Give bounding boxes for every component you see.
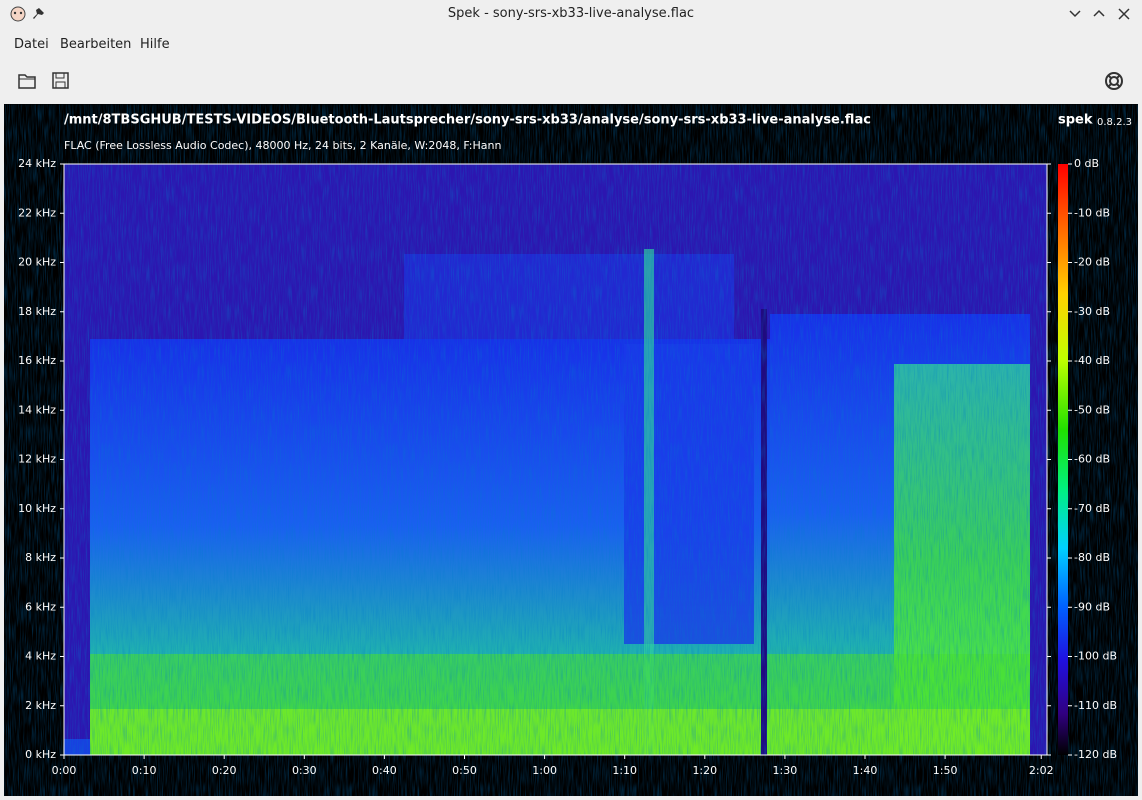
time-label: 0:10 xyxy=(132,764,157,777)
time-label: 1:20 xyxy=(692,764,717,777)
level-label: -30 dB xyxy=(1074,305,1110,318)
time-label: 0:40 xyxy=(372,764,397,777)
time-label: 1:10 xyxy=(612,764,637,777)
frequency-label: 22 kHz xyxy=(18,206,56,219)
window-icons xyxy=(10,6,44,22)
file-info: FLAC (Free Lossless Audio Codec), 48000 … xyxy=(64,139,501,152)
frequency-label: 6 kHz xyxy=(25,600,56,613)
level-label: -10 dB xyxy=(1074,206,1110,219)
frequency-label: 0 kHz xyxy=(25,748,56,761)
toolbar xyxy=(0,60,1142,102)
menu-item[interactable]: Hilfe xyxy=(140,37,170,52)
level-label: -60 dB xyxy=(1074,453,1110,466)
help-button[interactable] xyxy=(1104,71,1124,91)
menu-bar: Datei Bearbeiten Hilfe xyxy=(0,30,1142,58)
level-label: -20 dB xyxy=(1074,256,1110,269)
level-label: 0 dB xyxy=(1074,157,1099,170)
level-label: -80 dB xyxy=(1074,551,1110,564)
frequency-label: 18 kHz xyxy=(18,305,56,318)
frequency-label: 8 kHz xyxy=(25,551,56,564)
level-label: -40 dB xyxy=(1074,354,1110,367)
frequency-label: 10 kHz xyxy=(18,502,56,515)
color-scale xyxy=(1058,164,1068,755)
level-label: -50 dB xyxy=(1074,403,1110,416)
time-label: 1:40 xyxy=(853,764,878,777)
frequency-label: 20 kHz xyxy=(18,256,56,269)
time-label: 1:50 xyxy=(933,764,958,777)
time-label: 0:00 xyxy=(52,764,77,777)
frequency-label: 12 kHz xyxy=(18,453,56,466)
app-name: spek xyxy=(1058,113,1093,128)
menu-item[interactable]: Bearbeiten xyxy=(60,37,132,52)
frequency-label: 16 kHz xyxy=(18,354,56,367)
spectrogram-panel: /mnt/8TBSGHUB/TESTS-VIDEOS/Bluetooth-Lau… xyxy=(4,104,1138,796)
app-version: 0.8.2.3 xyxy=(1097,117,1132,128)
save-button[interactable] xyxy=(52,72,70,90)
frequency-label: 2 kHz xyxy=(25,699,56,712)
time-label: 0:30 xyxy=(292,764,317,777)
level-label: -90 dB xyxy=(1074,600,1110,613)
time-label: 1:00 xyxy=(532,764,557,777)
time-label: 2:02 xyxy=(1029,764,1054,777)
window-title: Spek - sony-srs-xb33-live-analyse.flac xyxy=(447,6,695,21)
frequency-label: 4 kHz xyxy=(25,650,56,663)
spectrogram xyxy=(63,163,1048,756)
time-label: 1:30 xyxy=(773,764,798,777)
time-label: 0:50 xyxy=(452,764,477,777)
level-label: -110 dB xyxy=(1074,699,1117,712)
menu-item[interactable]: Datei xyxy=(14,37,49,52)
frequency-label: 24 kHz xyxy=(18,157,56,170)
frequency-label: 14 kHz xyxy=(18,403,56,416)
level-label: -70 dB xyxy=(1074,502,1110,515)
level-label: -100 dB xyxy=(1074,650,1117,663)
time-label: 0:20 xyxy=(212,764,237,777)
level-label: -120 dB xyxy=(1074,748,1117,761)
title-bar: Spek - sony-srs-xb33-live-analyse.flac xyxy=(0,0,1142,28)
open-button[interactable] xyxy=(18,72,38,90)
file-path: /mnt/8TBSGHUB/TESTS-VIDEOS/Bluetooth-Lau… xyxy=(64,113,871,128)
window-controls[interactable] xyxy=(1064,6,1138,22)
